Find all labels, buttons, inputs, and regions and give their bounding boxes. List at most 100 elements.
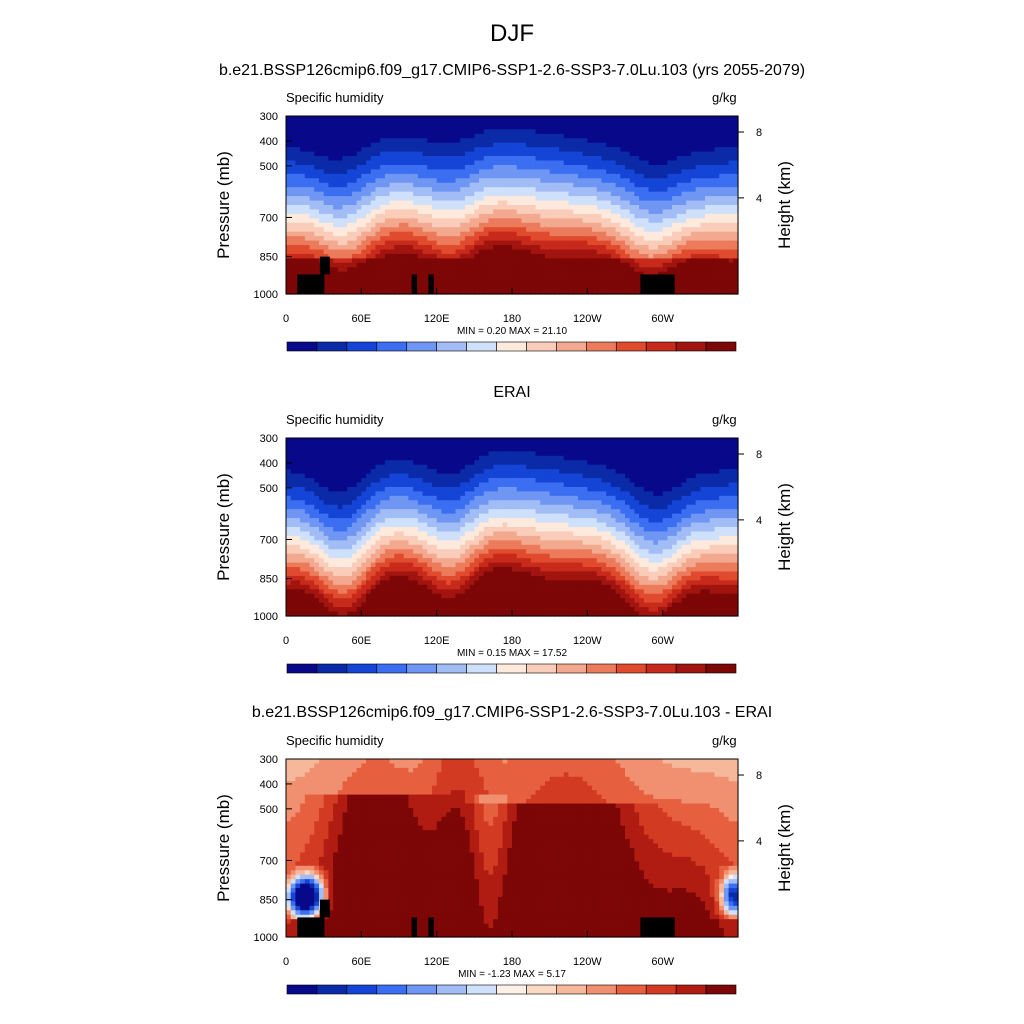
field-cell <box>389 280 395 286</box>
field-cell <box>516 147 523 153</box>
field-cell <box>318 191 325 197</box>
field-cell <box>422 222 428 228</box>
field-cell <box>441 460 447 466</box>
field-cell <box>535 482 541 488</box>
field-cell <box>399 262 405 268</box>
field-cell <box>512 178 518 184</box>
field-cell <box>507 267 513 273</box>
field-cell <box>286 169 292 175</box>
field-cell <box>488 138 494 144</box>
field-cell <box>431 169 438 175</box>
field-cell <box>314 209 320 215</box>
field-cell <box>563 209 570 215</box>
field-cell <box>700 218 706 224</box>
field-cell <box>417 267 424 273</box>
field-cell <box>290 218 297 224</box>
field-cell <box>657 120 664 126</box>
field-cell <box>394 231 400 237</box>
field-cell <box>521 245 527 251</box>
field-cell <box>512 253 518 259</box>
field-cell <box>323 478 329 484</box>
field-cell <box>554 200 560 206</box>
field-cell <box>300 231 306 237</box>
field-cell <box>672 209 678 215</box>
field-cell <box>441 262 447 268</box>
field-cell <box>705 178 711 184</box>
field-cell <box>559 182 565 188</box>
field-cell <box>403 438 410 444</box>
field-cell <box>441 156 447 162</box>
field-cell <box>300 164 306 170</box>
field-cell <box>625 271 631 277</box>
field-cell <box>370 245 377 251</box>
field-cell <box>526 138 532 144</box>
field-cell <box>469 156 475 162</box>
field-cell <box>455 469 461 475</box>
field-cell <box>427 446 433 452</box>
field-cell <box>559 460 565 466</box>
field-cell <box>455 473 461 479</box>
field-cell <box>300 222 306 228</box>
field-cell <box>502 218 508 224</box>
field-cell <box>606 285 612 291</box>
field-cell <box>455 227 461 233</box>
field-cell <box>300 169 306 175</box>
field-cell <box>356 271 362 277</box>
field-cell <box>337 182 344 188</box>
field-cell <box>375 271 381 277</box>
field-cell <box>568 164 574 170</box>
field-cell <box>648 213 654 219</box>
field-cell <box>431 249 438 255</box>
field-cell <box>672 129 678 135</box>
y-tick-label: 700 <box>260 212 278 224</box>
field-cell <box>502 262 508 268</box>
field-cell <box>521 187 527 193</box>
field-cell <box>497 446 504 452</box>
field-cell <box>709 196 716 202</box>
field-cell <box>417 209 424 215</box>
field-cell <box>700 209 706 215</box>
field-cell <box>582 196 588 202</box>
field-cell <box>464 129 471 135</box>
field-cell <box>469 213 475 219</box>
field-cell <box>384 469 391 475</box>
field-cell <box>389 191 395 197</box>
field-cell <box>323 142 329 148</box>
field-cell <box>427 245 433 251</box>
field-cell <box>719 249 725 255</box>
field-cell <box>394 129 400 135</box>
field-cell <box>300 236 306 242</box>
field-cell <box>690 151 697 157</box>
field-cell <box>370 240 377 246</box>
field-cell <box>587 469 593 475</box>
units-label: g/kg <box>712 412 737 427</box>
field-cell <box>389 267 395 273</box>
field-cell <box>521 213 527 219</box>
field-cell <box>351 213 358 219</box>
field-cell <box>351 205 358 211</box>
field-cell <box>342 116 348 122</box>
field-cell <box>568 451 574 457</box>
field-cell <box>681 446 687 452</box>
field-cell <box>526 173 532 179</box>
field-cell <box>686 276 692 282</box>
field-cell <box>394 187 400 193</box>
field-cell <box>719 133 725 139</box>
field-cell <box>375 151 381 157</box>
field-cell <box>403 469 410 475</box>
field-cell <box>634 482 640 488</box>
field-cell <box>507 253 513 259</box>
field-cell <box>318 227 325 233</box>
field-cell <box>634 289 640 295</box>
field-cell <box>681 245 687 251</box>
field-cell <box>356 236 362 242</box>
field-cell <box>479 249 485 255</box>
field-cell <box>733 142 739 148</box>
field-cell <box>596 262 603 268</box>
field-cell <box>728 133 734 139</box>
field-cell <box>530 209 537 215</box>
field-cell <box>474 258 480 264</box>
field-cell <box>436 120 442 126</box>
field-cell <box>648 460 654 466</box>
field-cell <box>686 209 692 215</box>
